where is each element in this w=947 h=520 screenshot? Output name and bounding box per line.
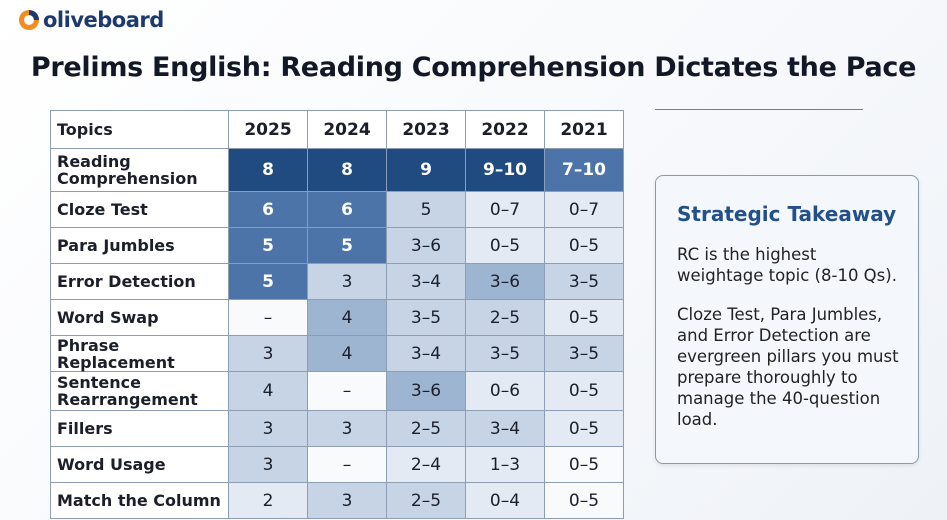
count-cell: 3–6	[386, 227, 466, 264]
topic-cell: Phrase Replacement	[50, 335, 229, 372]
count-cell: 3–5	[544, 263, 624, 300]
topic-cell: Error Detection	[50, 263, 229, 300]
count-cell: 5	[228, 263, 308, 300]
logo-icon	[19, 10, 39, 30]
topic-cell: Fillers	[50, 410, 229, 447]
count-cell: 3	[307, 263, 387, 300]
count-cell: 0–5	[544, 446, 624, 483]
count-cell: 0–5	[544, 299, 624, 336]
count-cell: 3–4	[386, 263, 466, 300]
column-header: 2023	[386, 110, 466, 149]
count-cell: 3–5	[386, 299, 466, 336]
count-cell: 8	[307, 148, 387, 192]
topic-cell: Sentence Rearrangement	[50, 371, 229, 411]
count-cell: 2	[228, 482, 308, 519]
count-cell: 5	[228, 227, 308, 264]
count-cell: 3–4	[465, 410, 545, 447]
count-cell: 6	[307, 191, 387, 228]
count-cell: 3	[228, 446, 308, 483]
table-row: Para Jumbles 5 5 3–6 0–5 0–5	[50, 227, 624, 264]
count-cell: 7–10	[544, 148, 624, 192]
logo-text: oliveboard	[43, 8, 164, 32]
count-cell: 3	[307, 482, 387, 519]
count-cell: 2–5	[465, 299, 545, 336]
table-row: Phrase Replacement 3 4 3–4 3–5 3–5	[50, 335, 624, 372]
count-cell: 9	[386, 148, 466, 192]
takeaway-title: Strategic Takeaway	[677, 202, 897, 226]
count-cell: 3	[228, 335, 308, 372]
topic-cell: Reading Comprehension	[50, 148, 229, 192]
takeaway-paragraph: Cloze Test, Para Jumbles, and Error Dete…	[677, 305, 899, 429]
takeaway-paragraph: RC is the highest weightage topic (8-10 …	[677, 245, 897, 285]
count-cell: 0–5	[544, 410, 624, 447]
topic-cell: Cloze Test	[50, 191, 229, 228]
count-cell: 3–6	[465, 263, 545, 300]
column-header: 2024	[307, 110, 387, 149]
column-header: 2021	[544, 110, 624, 149]
column-header: Topics	[50, 110, 229, 149]
count-cell: 0–7	[465, 191, 545, 228]
table-row: Word Usage 3–2–4 1–3 0–5	[50, 446, 624, 483]
count-cell: 0–5	[544, 371, 624, 411]
topic-cell: Word Swap	[50, 299, 229, 336]
logo: oliveboard	[18, 8, 164, 32]
count-cell: 0–7	[544, 191, 624, 228]
count-cell: 9–10	[465, 148, 545, 192]
table-row: Fillers 3 3 2–5 3–4 0–5	[50, 410, 624, 447]
count-cell: 5	[307, 227, 387, 264]
count-cell: 3	[307, 410, 387, 447]
count-cell: 4	[228, 371, 308, 411]
count-cell: –	[307, 371, 387, 411]
table-row: Cloze Test 6 6 5 0–7 0–7	[50, 191, 624, 228]
count-cell: 3–5	[544, 335, 624, 372]
count-cell: 8	[228, 148, 308, 192]
divider	[655, 109, 863, 110]
count-cell: 3	[228, 410, 308, 447]
table-row: Reading Comprehension 8 8 9 9–10 7–10	[50, 148, 624, 192]
count-cell: –	[307, 446, 387, 483]
count-cell: 3–4	[386, 335, 466, 372]
count-cell: 6	[228, 191, 308, 228]
column-header: 2022	[465, 110, 545, 149]
count-cell: 0–5	[544, 482, 624, 519]
table-row: Match the Column 2 3 2–5 0–4 0–5	[50, 482, 624, 519]
count-cell: 4	[307, 299, 387, 336]
table-row: Word Swap –4 3–5 2–5 0–5	[50, 299, 624, 336]
takeaway-box: Strategic Takeaway RC is the highest wei…	[655, 175, 919, 464]
count-cell: 4	[307, 335, 387, 372]
count-cell: –	[228, 299, 308, 336]
weightage-table: Topics 2025 2024 2023 2022 2021 Reading Compr…	[50, 110, 624, 519]
count-cell: 2–4	[386, 446, 466, 483]
count-cell: 0–4	[465, 482, 545, 519]
count-cell: 0–5	[465, 227, 545, 264]
count-cell: 0–5	[544, 227, 624, 264]
page-title: Prelims English: Reading Comprehension D…	[30, 52, 917, 83]
count-cell: 3–6	[386, 371, 466, 411]
table-row: Sentence Rearrangement 4–3–6 0–6 0–5	[50, 371, 624, 411]
count-cell: 3–5	[465, 335, 545, 372]
header-row: Topics 2025 2024 2023 2022 2021	[50, 110, 624, 149]
count-cell: 0–6	[465, 371, 545, 411]
table-row: Error Detection 5 3 3–4 3–6 3–5	[50, 263, 624, 300]
count-cell: 2–5	[386, 410, 466, 447]
count-cell: 1–3	[465, 446, 545, 483]
topic-cell: Match the Column	[50, 482, 229, 519]
count-cell: 2–5	[386, 482, 466, 519]
count-cell: 5	[386, 191, 466, 228]
column-header: 2025	[228, 110, 308, 149]
topic-cell: Para Jumbles	[50, 227, 229, 264]
topic-cell: Word Usage	[50, 446, 229, 483]
